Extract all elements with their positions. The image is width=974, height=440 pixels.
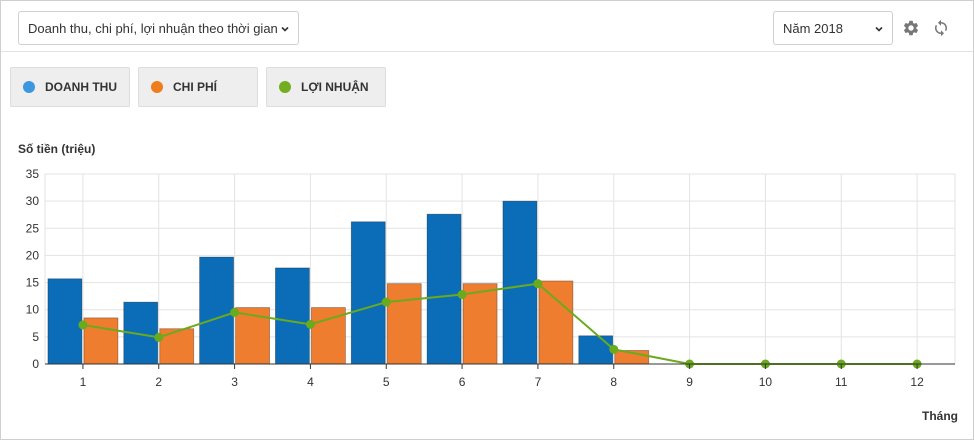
legend-item-doanh-thu[interactable]: DOANH THU	[10, 67, 130, 107]
legend-dot-loi-nhuan	[279, 81, 291, 93]
legend-label-chi-phi: CHI PHÍ	[173, 80, 218, 94]
x-tick-label: 11	[835, 375, 848, 389]
chart-toolbar: Doanh thu, chi phí, lợi nhuận theo thời …	[1, 1, 973, 52]
x-tick-label: 7	[535, 375, 542, 389]
y-tick-label: 5	[32, 330, 39, 344]
x-tick-label: 9	[686, 375, 693, 389]
y-tick-label: 15	[26, 276, 40, 290]
legend-label-doanh-thu: DOANH THU	[45, 80, 117, 94]
bar-doanh-thu-7[interactable]	[502, 200, 538, 365]
bar-chi-phi-2[interactable]	[159, 328, 195, 365]
legend-dot-chi-phi	[151, 81, 163, 93]
y-tick-label: 30	[26, 194, 40, 208]
bar-doanh-thu-3[interactable]	[199, 256, 234, 365]
x-tick-label: 5	[383, 375, 390, 389]
y-tick-label: 20	[26, 248, 40, 262]
bar-chi-phi-6[interactable]	[462, 283, 498, 365]
gridlines	[44, 173, 956, 365]
point-loi-nhuan-6[interactable]	[457, 290, 467, 300]
x-axis-title: Tháng	[922, 409, 958, 423]
point-loi-nhuan-7[interactable]	[533, 279, 543, 289]
x-tick-label: 12	[910, 375, 924, 389]
point-loi-nhuan-8[interactable]	[609, 344, 619, 354]
legend-item-loi-nhuan[interactable]: LỢI NHUẬN	[266, 67, 386, 107]
legend-label-loi-nhuan: LỢI NHUẬN	[301, 80, 369, 94]
bar-doanh-thu-4[interactable]	[275, 267, 310, 365]
point-loi-nhuan-2[interactable]	[154, 332, 164, 342]
bar-doanh-thu-5[interactable]	[350, 221, 386, 365]
bar-doanh-thu-6[interactable]	[426, 213, 462, 365]
point-loi-nhuan-3[interactable]	[230, 307, 240, 317]
x-tick-label: 10	[759, 375, 773, 389]
bar-chi-phi-4[interactable]	[311, 307, 346, 365]
metric-select[interactable]: Doanh thu, chi phí, lợi nhuận theo thời …	[18, 11, 299, 45]
y-axis-title: Số tiền (triệu)	[18, 142, 95, 156]
x-tick-label: 8	[610, 375, 617, 389]
y-tick-label: 10	[26, 303, 40, 317]
point-loi-nhuan-5[interactable]	[381, 297, 391, 307]
year-select[interactable]: Năm 2018	[773, 11, 893, 45]
gear-icon[interactable]	[902, 19, 920, 37]
y-tick-label: 0	[32, 357, 39, 371]
y-tick-label: 35	[26, 167, 40, 181]
bar-chi-phi-5[interactable]	[386, 283, 422, 365]
point-loi-nhuan-4[interactable]	[305, 319, 315, 329]
x-tick-label: 4	[307, 375, 314, 389]
x-tick-label: 2	[155, 375, 162, 389]
bar-series	[47, 200, 650, 365]
metric-select-value: Doanh thu, chi phí, lợi nhuận theo thời …	[28, 20, 278, 36]
chevron-down-icon	[875, 26, 883, 32]
bar-doanh-thu-8[interactable]	[578, 335, 614, 365]
bar-chi-phi-1[interactable]	[83, 317, 119, 365]
legend-item-chi-phi[interactable]: CHI PHÍ	[138, 67, 258, 107]
x-tick-label: 3	[231, 375, 238, 389]
x-tick-label: 1	[80, 375, 87, 389]
year-select-value: Năm 2018	[783, 20, 843, 36]
bar-chi-phi-3[interactable]	[235, 307, 270, 365]
refresh-icon[interactable]	[932, 19, 950, 37]
y-tick-label: 25	[26, 221, 40, 235]
legend-dot-doanh-thu	[23, 81, 35, 93]
point-loi-nhuan-1[interactable]	[78, 320, 88, 330]
bar-doanh-thu-1[interactable]	[47, 278, 83, 365]
chevron-down-icon	[281, 26, 289, 32]
bar-chi-phi-7[interactable]	[538, 280, 574, 365]
x-tick-label: 6	[459, 375, 466, 389]
